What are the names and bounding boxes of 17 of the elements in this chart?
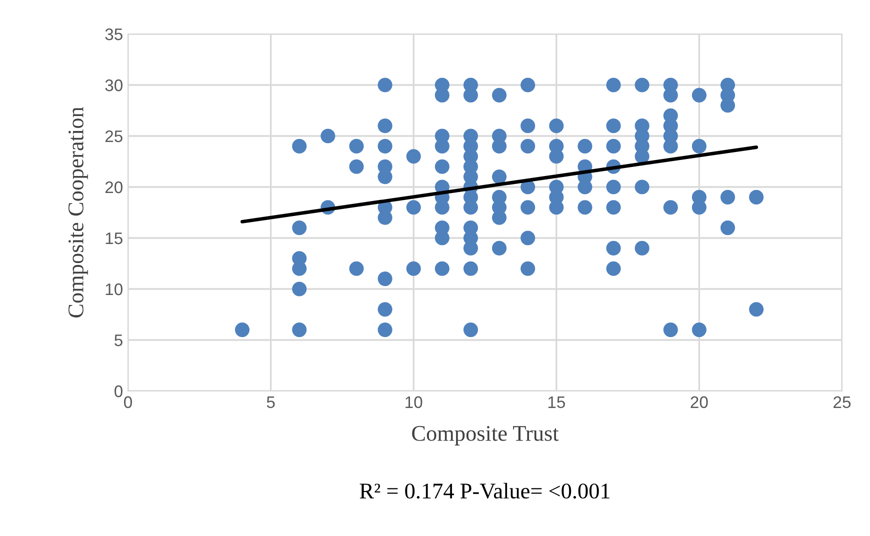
y-tick-label: 0 xyxy=(114,385,122,398)
x-tick-label: 5 xyxy=(266,396,275,408)
y-tick-label: 10 xyxy=(106,283,122,296)
x-tick-label: 15 xyxy=(548,396,565,408)
y-tick-label: 20 xyxy=(105,181,122,194)
y-tick-label: 5 xyxy=(114,334,122,346)
text: R² = 0.174 P-Value= <0.001 xyxy=(360,482,610,499)
y-tick-label: 30 xyxy=(105,79,122,92)
x-axis-title: Composite Trust xyxy=(412,426,559,446)
x-tick-label: 10 xyxy=(406,396,422,408)
x-tick-label: 20 xyxy=(690,396,708,408)
y-tick-label: 15 xyxy=(106,232,122,244)
x-tick-label: 0 xyxy=(124,396,132,408)
y-tick-label: 35 xyxy=(105,28,122,40)
y-axis-title: Composite Cooperation xyxy=(68,106,88,318)
y-tick-label: 25 xyxy=(105,130,122,142)
x-tick-label: 25 xyxy=(834,396,851,408)
